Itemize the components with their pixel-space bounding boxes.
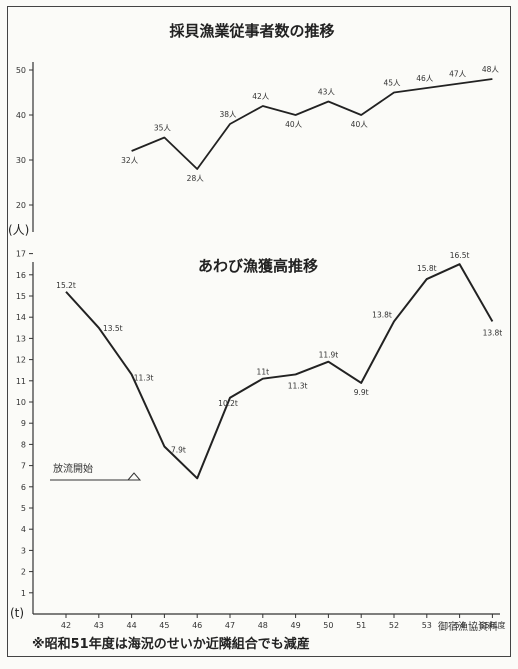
abalone-x-tick-label: 47 xyxy=(225,621,235,630)
abalone-y-tick-label: 10 xyxy=(16,398,26,407)
abalone-point-label: 15.2t xyxy=(56,281,76,290)
abalone-point-label: 13.5t xyxy=(103,324,123,333)
abalone-y-tick-label: 8 xyxy=(21,440,26,449)
abalone-x-tick-label: 45 xyxy=(159,621,169,630)
workers-y-unit: (人) xyxy=(8,223,29,237)
workers-point-label: 46人 xyxy=(416,74,434,83)
chart-frame xyxy=(7,6,511,657)
abalone-y-tick-label: 5 xyxy=(21,504,26,513)
release-start-label: 放流開始 xyxy=(53,462,93,475)
workers-y-tick-label: 20 xyxy=(16,201,26,210)
footer-source: 御宿漁協資料 xyxy=(438,620,498,633)
abalone-x-tick-label: 53 xyxy=(422,621,432,630)
abalone-y-tick-label: 1 xyxy=(21,589,26,598)
workers-point-label: 48人 xyxy=(482,65,500,74)
abalone-point-label: 11.9t xyxy=(319,351,339,360)
abalone-point-labels: 15.2t 13.5t 11.3t 7.9t 10.2t 11t 11.3t 11.9t 9.9… xyxy=(56,251,502,454)
abalone-y-tick-label: 15 xyxy=(16,292,26,301)
abalone-y-tick-label: 6 xyxy=(21,483,26,492)
abalone-y-unit: (t) xyxy=(10,606,24,620)
abalone-point-label: 10.2t xyxy=(218,399,238,408)
abalone-x-tick-label: 44 xyxy=(127,621,137,630)
abalone-x-tick-label: 54 xyxy=(455,621,465,630)
footer-note: ※昭和51年度は海況のせいか近隣組合でも減産 xyxy=(32,636,310,652)
abalone-y-tick-label: 13 xyxy=(16,334,26,343)
abalone-y-tick-label: 17 xyxy=(16,250,26,259)
workers-point-labels: 32人 35人 28人 38人 42人 40人 43人 40人 45人 46人 47人 48人 xyxy=(121,65,499,183)
abalone-x-tick-label: 42 xyxy=(61,621,71,630)
abalone-y-tick-label: 12 xyxy=(16,356,26,365)
workers-point-label: 38人 xyxy=(219,110,237,119)
abalone-point-label: 7.9t xyxy=(171,446,186,455)
abalone-point-label: 11t xyxy=(257,368,270,377)
abalone-point-label: 15.8t xyxy=(417,264,437,273)
abalone-point-label: 11.3t xyxy=(288,381,308,390)
abalone-y-tick-label: 2 xyxy=(21,568,26,577)
workers-y-tick-label: 30 xyxy=(16,156,26,165)
abalone-x-tick-label: 46 xyxy=(192,621,202,630)
abalone-point-label: 9.9t xyxy=(354,388,369,397)
workers-point-label: 47人 xyxy=(449,70,467,79)
abalone-point-label: 13.8t xyxy=(372,310,392,319)
abalone-y-tick-label: 7 xyxy=(21,462,26,471)
workers-point-label: 45人 xyxy=(383,79,401,88)
abalone-x-tick-label: 50 xyxy=(323,621,333,630)
abalone-y-tick-label: 4 xyxy=(21,525,26,534)
abalone-x-ticks: 42 43 44 45 46 47 48 49 50 51 52 53 54 55年度 xyxy=(61,614,505,630)
workers-point-label: 43人 xyxy=(318,88,336,97)
workers-point-label: 35人 xyxy=(154,124,172,133)
abalone-series-line xyxy=(65,263,494,480)
workers-point-label: 40人 xyxy=(285,120,303,129)
chart-title-workers: 採貝漁業従事者数の推移 xyxy=(169,22,334,40)
abalone-y-tick-label: 9 xyxy=(21,419,26,428)
abalone-point-label: 16.5t xyxy=(450,251,470,260)
workers-y-tick-label: 50 xyxy=(16,66,26,75)
release-start-triangle xyxy=(126,472,142,481)
abalone-x-tick-label: 55年度 xyxy=(479,620,505,630)
workers-point-label: 42人 xyxy=(252,92,270,101)
workers-point-label: 40人 xyxy=(351,120,369,129)
abalone-x-tick-label: 49 xyxy=(291,621,301,630)
workers-point-label: 28人 xyxy=(187,174,205,183)
workers-point-label: 32人 xyxy=(121,156,139,165)
abalone-y-tick-label: 3 xyxy=(21,546,26,555)
workers-series-line xyxy=(131,78,493,170)
abalone-x-tick-label: 43 xyxy=(94,621,104,630)
abalone-y-tick-label: 11 xyxy=(16,377,26,386)
chart-title-abalone: あわび漁獲高推移 xyxy=(198,257,318,275)
abalone-y-tick-label: 14 xyxy=(16,313,26,322)
abalone-x-tick-label: 51 xyxy=(356,621,366,630)
abalone-y-tick-label: 16 xyxy=(16,271,26,280)
abalone-point-label: 13.8t xyxy=(483,328,503,337)
abalone-point-label: 11.3t xyxy=(134,373,154,382)
workers-y-tick-label: 40 xyxy=(16,111,26,120)
abalone-x-tick-label: 52 xyxy=(389,621,399,630)
workers-y-ticks: 50 40 30 20 xyxy=(16,66,33,210)
abalone-x-tick-label: 48 xyxy=(258,621,268,630)
